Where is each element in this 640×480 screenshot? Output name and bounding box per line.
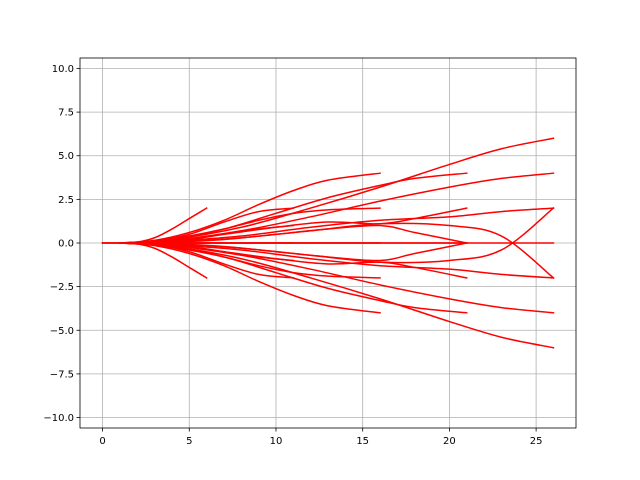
y-tick-label: −7.5	[50, 369, 74, 380]
y-tick-label: 7.5	[58, 108, 74, 119]
x-tick-label: 0	[99, 436, 105, 447]
series-line-9	[119, 242, 381, 314]
series-line-21	[119, 242, 555, 349]
x-tick-label: 25	[530, 436, 543, 447]
y-tick-label: 5.0	[58, 151, 74, 162]
y-tick-label: −2.5	[50, 282, 74, 293]
series-line-22	[119, 172, 555, 244]
x-tick-label: 15	[356, 436, 369, 447]
series-line-26	[119, 222, 555, 279]
x-tick-label: 20	[443, 436, 456, 447]
x-tick-label: 5	[186, 436, 192, 447]
y-tick-label: 0.0	[58, 239, 74, 250]
series-line-23	[119, 242, 555, 314]
series-line-20	[119, 137, 555, 244]
y-tick-label: −10.0	[43, 413, 74, 424]
x-axis: 0 5 10 15 20 25	[99, 428, 542, 447]
series-group	[101, 137, 555, 349]
x-tick-label: 10	[270, 436, 283, 447]
y-tick-label: −5.0	[50, 326, 74, 337]
y-axis: −10.0 −7.5 −5.0 −2.5 0.0 2.5 5.0 7.5 10.0	[43, 64, 80, 424]
series-line-8	[119, 172, 381, 244]
y-tick-label: 2.5	[58, 195, 74, 206]
series-line-27	[119, 207, 555, 264]
series-line-25	[119, 242, 555, 279]
y-tick-label: 10.0	[52, 64, 74, 75]
series-line-24	[119, 207, 555, 244]
